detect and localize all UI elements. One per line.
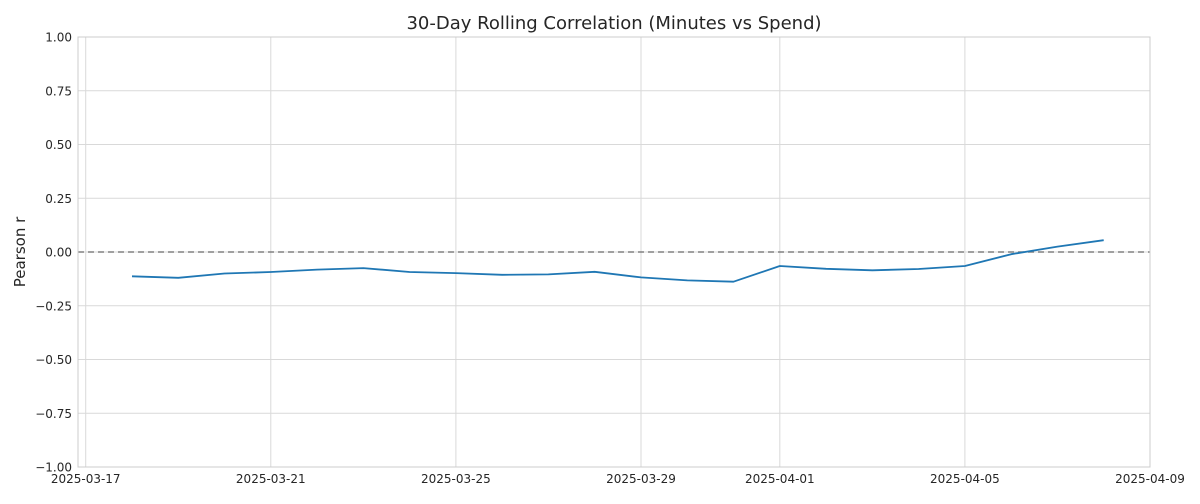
x-tick-label: 2025-04-05 bbox=[930, 472, 1000, 486]
y-tick-label: 0.00 bbox=[45, 246, 72, 260]
x-tick-label: 2025-03-17 bbox=[51, 472, 121, 486]
chart-title: 30-Day Rolling Correlation (Minutes vs S… bbox=[406, 13, 821, 34]
y-tick-label: −0.50 bbox=[35, 353, 72, 367]
x-tick-label: 2025-03-21 bbox=[236, 472, 306, 486]
x-tick-label: 2025-04-09 bbox=[1115, 472, 1185, 486]
x-tick-label: 2025-04-01 bbox=[745, 472, 815, 486]
y-tick-label: 1.00 bbox=[45, 31, 72, 45]
y-tick-label: 0.75 bbox=[45, 84, 72, 98]
series-group bbox=[132, 240, 1104, 282]
y-tick-label: −0.75 bbox=[35, 407, 72, 421]
y-tick-label: 0.25 bbox=[45, 192, 72, 206]
y-tick-label: −0.25 bbox=[35, 299, 72, 313]
series-line bbox=[132, 240, 1104, 282]
tick-labels: −1.00−0.75−0.50−0.250.000.250.500.751.00… bbox=[35, 31, 1185, 487]
y-axis-label: Pearson r bbox=[11, 216, 29, 287]
y-tick-label: 0.50 bbox=[45, 138, 72, 152]
x-tick-label: 2025-03-25 bbox=[421, 472, 491, 486]
x-tick-label: 2025-03-29 bbox=[606, 472, 676, 486]
